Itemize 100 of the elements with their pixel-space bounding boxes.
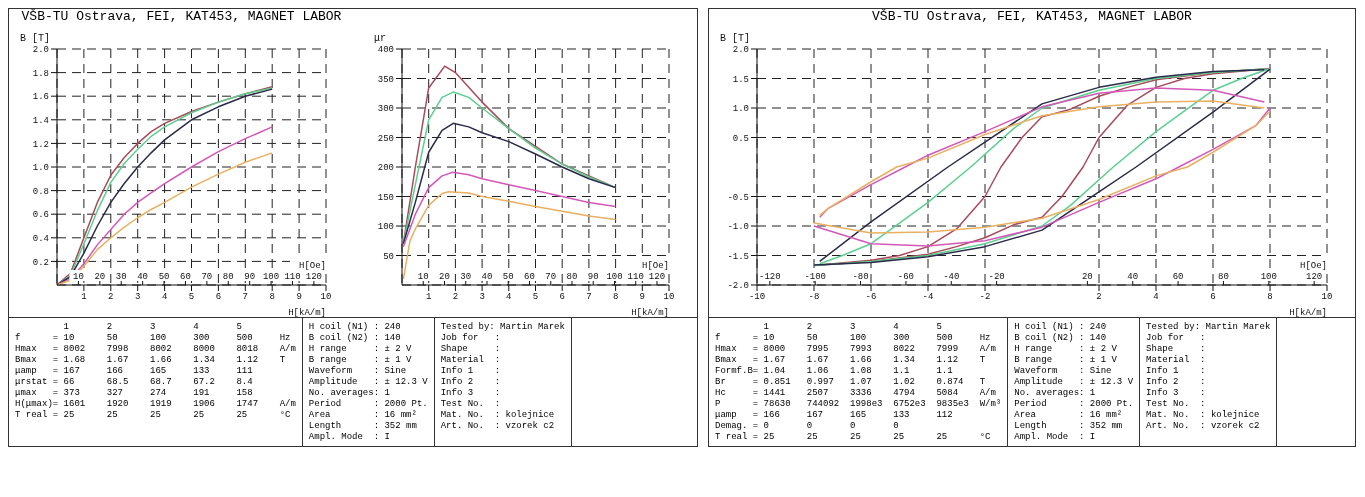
y-tick-label: 0.6	[32, 210, 49, 221]
x2-tick-label: 60	[524, 272, 535, 282]
text: 1 2 3 4 5	[762, 322, 943, 333]
text: Area : 16 mm²	[308, 410, 418, 421]
y-tick-label: 0.8	[32, 186, 49, 197]
x2-tick-label: 100	[1260, 272, 1277, 282]
text: μamp = 166 167 165 133 112	[715, 410, 954, 421]
text: Material :	[440, 355, 502, 366]
y-tick-label: 0.2	[32, 257, 49, 268]
text: Ampl. Mode : I	[308, 432, 391, 443]
text: Test No. :	[440, 399, 502, 410]
x2-tick-label: 60	[1172, 272, 1184, 282]
x2-tick-label: -40	[943, 272, 960, 282]
y-tick-label: 100	[377, 222, 394, 233]
x-tick-label: 4	[161, 292, 168, 303]
y-tick-label: 1.6	[32, 92, 49, 103]
y-tick-label: 300	[377, 104, 394, 115]
x2-tick-label: 40	[481, 272, 493, 282]
text: B range : ± 1 V	[308, 355, 413, 366]
x2-tick-label: 120	[1306, 272, 1323, 282]
x2-tick-label: 10	[417, 272, 429, 282]
x-tick-label: 8	[612, 292, 619, 303]
text: μrstat = 66 68.5 68.7 67.2 8.4	[15, 377, 254, 388]
text: Info 1 :	[440, 366, 502, 377]
text: Length : 352 mm	[308, 421, 418, 432]
x-tick-label: 6	[559, 292, 565, 303]
y-tick-label: 2.0	[732, 45, 749, 56]
x-tick-label: 10	[1321, 292, 1333, 303]
text: H(μmax)= 1601 1920 1919 1906 1747 A/m	[15, 399, 296, 410]
y-axis-title: B [T]	[19, 33, 51, 44]
text: Waveform : Sine	[308, 366, 408, 377]
x2-tick-label: 80	[1218, 272, 1229, 282]
text: Info 1 :	[1146, 366, 1207, 377]
y-axis-title: μr	[373, 33, 387, 44]
text: No. averages: 1	[1014, 388, 1097, 399]
y-tick-label: 0.4	[32, 234, 49, 244]
text: Shape :	[1146, 344, 1207, 355]
x-tick-label: -6	[865, 292, 877, 303]
text: f = 10 50 100 300 500 Hz	[15, 333, 292, 344]
x2-tick-label: 20	[94, 272, 106, 282]
x2-tick-label: 30	[460, 272, 472, 282]
y-tick-label: 150	[377, 192, 394, 203]
x-tick-label: -8	[808, 292, 820, 303]
x2-axis-title: H[Oe]	[641, 261, 669, 271]
text: Amplitude : ± 12.3 V	[308, 377, 428, 388]
text: Job for :	[1146, 333, 1207, 344]
y-axis-title: B [T]	[719, 33, 751, 44]
x2-tick-label: 100	[606, 272, 623, 282]
text: f = 10 50 100 300 500 Hz	[715, 333, 992, 344]
x-tick-label: 10	[663, 292, 675, 303]
text: T real = 25 25 25 25 25 °C	[15, 410, 292, 421]
x2-tick-label: 120	[305, 272, 322, 282]
x-axis-title: H[kA/m]	[288, 308, 326, 318]
y-tick-label: 1.5	[732, 74, 749, 85]
text: Area : 16 mm²	[1014, 410, 1124, 421]
x2-tick-label: 90	[244, 272, 256, 282]
text: Job for :	[440, 333, 502, 344]
x2-axis-title: H[Oe]	[298, 261, 326, 271]
text: H range : ± 2 V	[1014, 344, 1118, 355]
text: Length : 352 mm	[1014, 421, 1124, 432]
text: Formf.B= 1.04 1.06 1.08 1.1 1.1	[715, 366, 954, 377]
x-tick-label: 6	[215, 292, 222, 303]
x-tick-label: 7	[242, 292, 248, 303]
x2-tick-label: -60	[897, 272, 915, 282]
text: B coil (N2) : 140	[1014, 333, 1108, 344]
y-tick-label: -2.0	[727, 281, 749, 292]
x2-tick-label: 40	[1127, 272, 1139, 282]
text: Bmax = 1.67 1.67 1.66 1.34 1.12 T	[715, 355, 987, 366]
x2-tick-label: 50	[158, 272, 170, 282]
text: Hmax = 8000 7995 7993 8022 7999 A/m	[715, 344, 997, 355]
x2-tick-label: 110	[627, 272, 644, 282]
text: P = 78630 744092 1998e3 6752e3 9835e3 W/m³	[715, 399, 1002, 410]
text: Material :	[1146, 355, 1207, 366]
x-tick-label: 4	[1153, 292, 1159, 303]
x2-tick-label: 80	[222, 272, 234, 282]
text: No. averages: 1	[308, 388, 391, 399]
x2-tick-label: 100	[262, 272, 280, 282]
x2-tick-label: 70	[201, 272, 213, 282]
y-tick-label: 2.0	[32, 45, 49, 56]
text: B range : ± 1 V	[1014, 355, 1118, 366]
text: Amplitude : ± 12.3 V	[1014, 377, 1134, 388]
x-tick-label: 5	[532, 292, 539, 303]
x2-tick-label: -120	[759, 272, 781, 282]
x-tick-label: 6	[1210, 292, 1216, 303]
text: Shape :	[440, 344, 502, 355]
text: Art. No. : vzorek c2	[1146, 421, 1261, 432]
x-tick-label: 2	[452, 292, 459, 303]
x2-tick-label: 80	[566, 272, 578, 282]
y-tick-label: -1.5	[727, 251, 749, 262]
y-tick-label: 350	[377, 74, 394, 85]
y-tick-label: -0.5	[727, 192, 749, 203]
text: Br = 0.851 0.997 1.07 1.02 0.874 T	[715, 377, 987, 388]
x-tick-label: 2	[1096, 292, 1102, 303]
text: B coil (N2) : 140	[308, 333, 402, 344]
text: μamp = 167 166 165 133 111	[15, 366, 254, 377]
x2-tick-label: 20	[1081, 272, 1093, 282]
x-tick-label: 9	[296, 292, 302, 303]
y-tick-label: 250	[377, 133, 394, 144]
text: Period : 2000 Pt.	[1014, 399, 1134, 410]
x2-tick-label: -100	[804, 272, 826, 282]
